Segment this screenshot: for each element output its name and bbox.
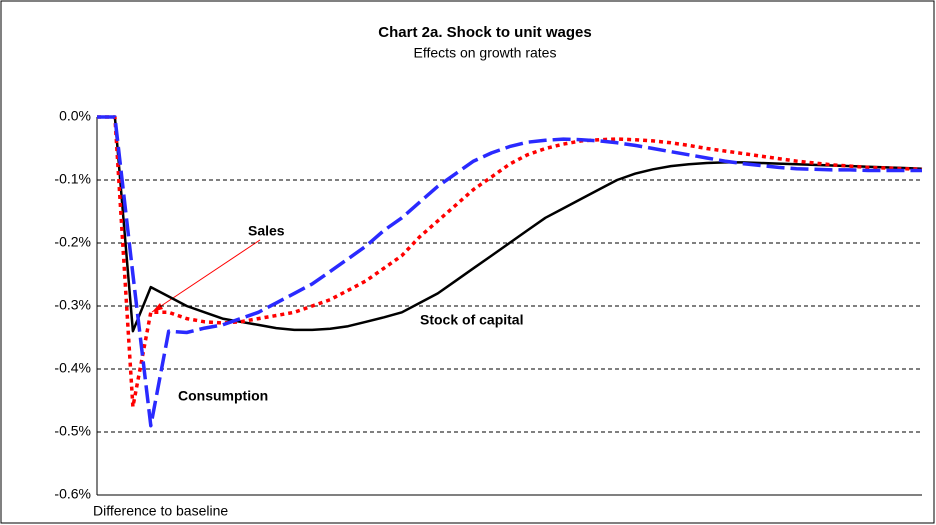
footnote: Difference to baseline xyxy=(93,503,228,519)
annotation-arrow xyxy=(151,239,261,313)
annotation-capital: Stock of capital xyxy=(420,312,523,328)
y-tick-label: -0.6% xyxy=(54,486,91,502)
y-tick-label: 0.0% xyxy=(59,108,91,124)
arrow-head xyxy=(152,303,163,312)
y-tick-label: -0.5% xyxy=(54,423,91,439)
series-line xyxy=(97,115,922,428)
annotation-sales: Sales xyxy=(248,223,285,239)
chart-title: Chart 2a. Shock to unit wages xyxy=(378,24,591,41)
y-tick-label: -0.3% xyxy=(54,297,91,313)
chart-subtitle: Effects on growth rates xyxy=(414,45,557,61)
annotation-consumption: Consumption xyxy=(178,388,268,404)
y-tick-label: -0.2% xyxy=(54,234,91,250)
y-tick-label: -0.1% xyxy=(54,171,91,187)
y-tick-label: -0.4% xyxy=(54,360,91,376)
